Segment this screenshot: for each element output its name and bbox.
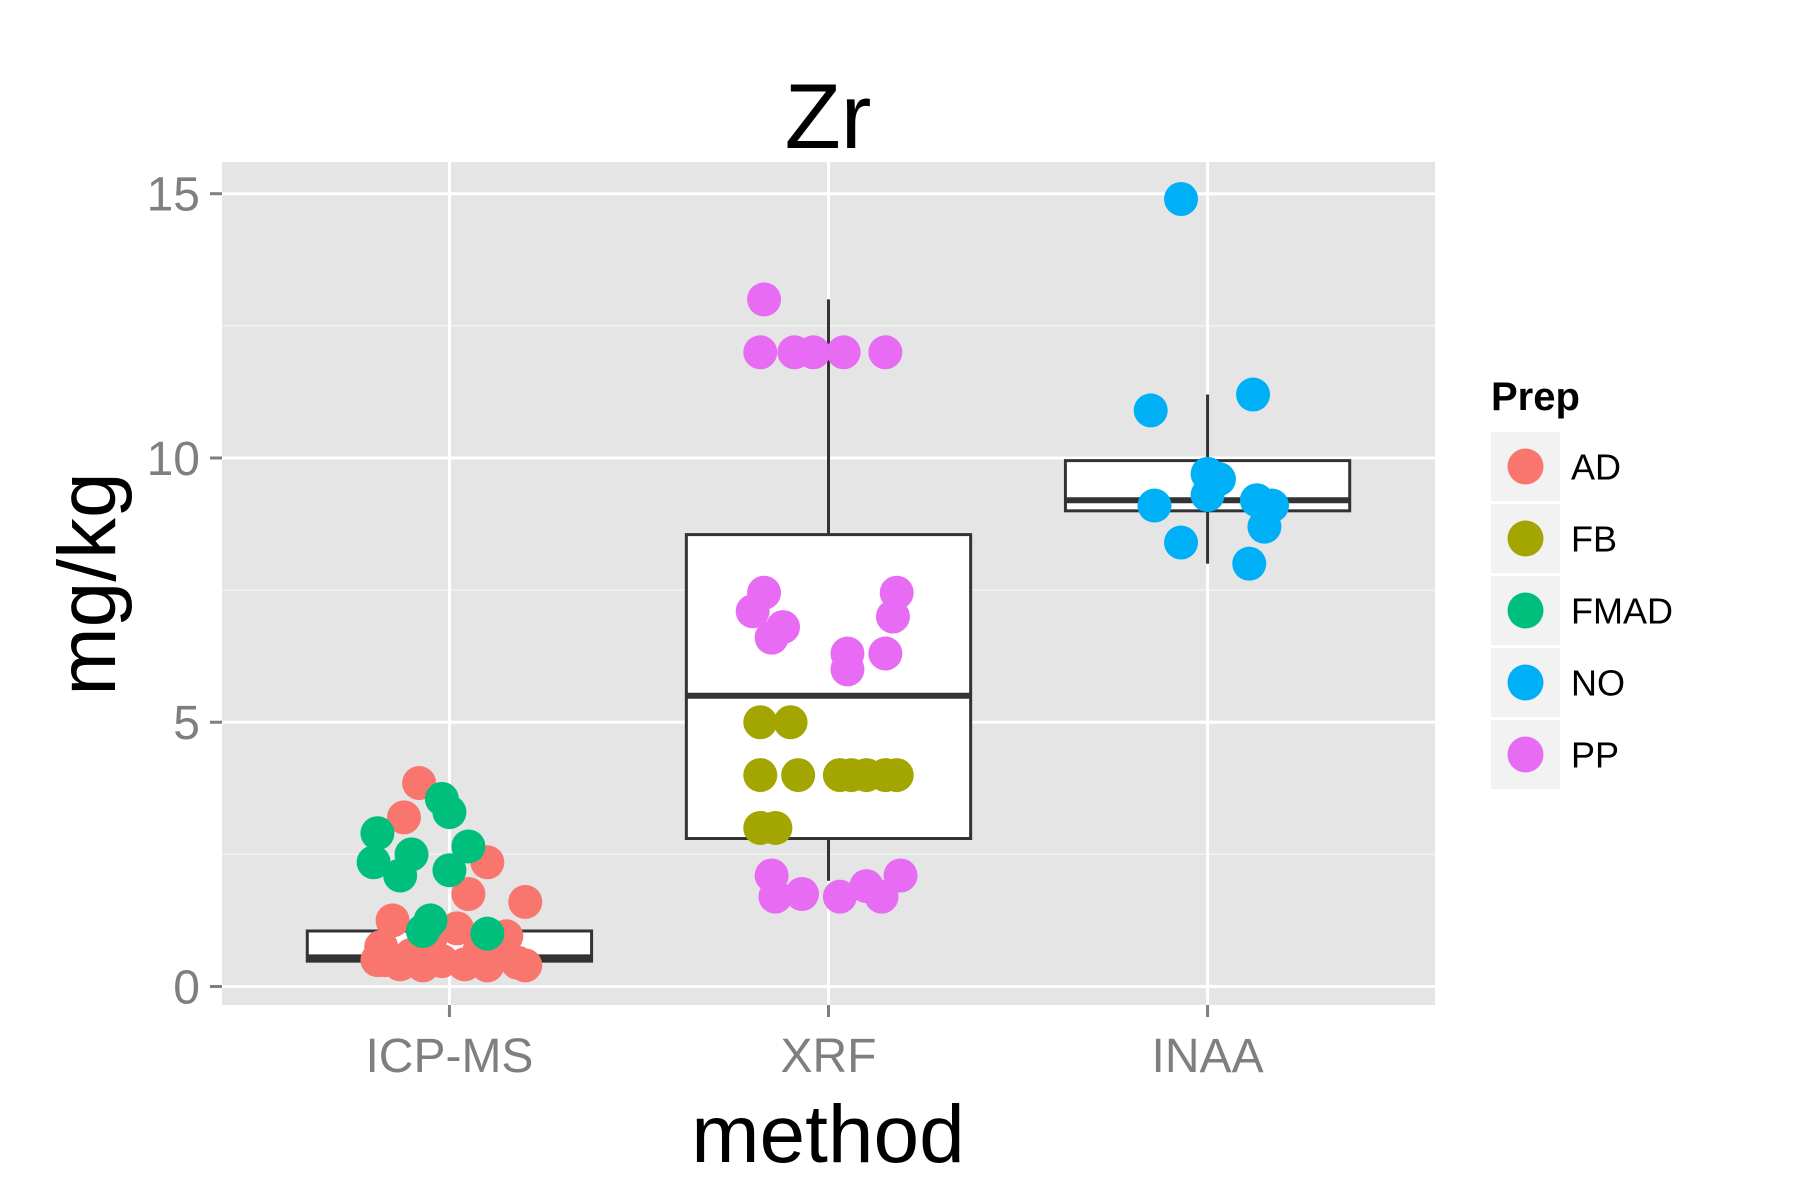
legend-item-pp: PP: [1491, 720, 1619, 789]
legend: Prep AD FB FMAD NO PP: [1491, 375, 1673, 789]
point-pp: [754, 620, 789, 655]
legend-label: AD: [1571, 447, 1621, 488]
y-axis: 0 5 10 15: [147, 169, 222, 1015]
legend-key-dot: [1507, 520, 1544, 557]
box-iqr: [684, 533, 973, 841]
legend-item-fb: FB: [1491, 504, 1617, 573]
point-pp: [868, 335, 903, 370]
point-pp: [868, 636, 903, 671]
point-fmad: [383, 858, 418, 893]
legend-key-dot: [1507, 664, 1544, 701]
point-pp: [830, 652, 865, 687]
point-pp: [747, 282, 782, 317]
point-fmad: [451, 829, 486, 864]
point-ad: [440, 911, 475, 946]
point-pp: [864, 879, 899, 914]
legend-title: Prep: [1491, 375, 1580, 419]
legend-item-fmad: FMAD: [1491, 576, 1673, 645]
y-axis-title: mg/kg: [42, 472, 133, 695]
point-pp: [796, 335, 831, 370]
point-fb: [879, 758, 914, 793]
chart-title: Zr: [785, 66, 872, 168]
x-tick-label: INAA: [1152, 1030, 1264, 1083]
point-fb: [773, 705, 808, 740]
point-fmad: [432, 795, 467, 830]
y-tick-label: 5: [173, 697, 200, 750]
point-ad: [405, 948, 440, 983]
point-no: [1247, 509, 1282, 544]
point-pp: [826, 335, 861, 370]
point-fb: [743, 758, 778, 793]
point-pp: [735, 594, 770, 629]
point-fmad: [405, 914, 440, 949]
x-tick-label: ICP-MS: [365, 1030, 533, 1083]
point-fmad: [356, 845, 391, 880]
legend-key-dot: [1507, 448, 1544, 485]
point-fmad: [360, 816, 395, 851]
point-ad: [386, 800, 421, 835]
y-tick-label: 0: [173, 962, 200, 1015]
point-pp: [822, 879, 857, 914]
y-tick-label: 15: [147, 169, 200, 222]
point-ad: [508, 884, 543, 919]
point-no: [1164, 181, 1199, 216]
point-pp: [875, 599, 910, 634]
x-tick-label: XRF: [781, 1030, 877, 1083]
point-pp: [743, 335, 778, 370]
boxplot-xrf: [684, 299, 973, 881]
legend-label: PP: [1571, 735, 1619, 776]
legend-item-ad: AD: [1491, 432, 1621, 501]
point-fb: [781, 758, 816, 793]
point-fmad: [432, 853, 467, 888]
legend-label: FB: [1571, 519, 1617, 560]
x-axis-title: method: [691, 1089, 965, 1180]
point-no: [1190, 477, 1225, 512]
point-ad: [360, 943, 395, 978]
point-fmad: [470, 916, 505, 951]
legend-label: NO: [1571, 663, 1625, 704]
point-no: [1164, 525, 1199, 560]
point-ad: [470, 948, 505, 983]
point-fb: [743, 705, 778, 740]
point-pp: [784, 877, 819, 912]
point-no: [1232, 546, 1267, 581]
legend-key-dot: [1507, 736, 1544, 773]
legend-item-no: NO: [1491, 648, 1625, 717]
y-tick-label: 10: [147, 433, 200, 486]
legend-key-dot: [1507, 592, 1544, 629]
legend-items: AD FB FMAD NO PP: [1491, 432, 1673, 789]
point-no: [1133, 393, 1168, 428]
boxplots: [305, 299, 1352, 963]
point-pp: [758, 879, 793, 914]
point-ad: [508, 948, 543, 983]
point-no: [1137, 488, 1172, 523]
point-ad: [375, 903, 410, 938]
x-axis: ICP-MS XRF INAA: [365, 1005, 1264, 1083]
point-fb: [758, 810, 793, 845]
point-no: [1236, 377, 1271, 412]
point-ad: [451, 877, 486, 912]
data-points: [356, 181, 1290, 983]
legend-label: FMAD: [1571, 591, 1673, 632]
